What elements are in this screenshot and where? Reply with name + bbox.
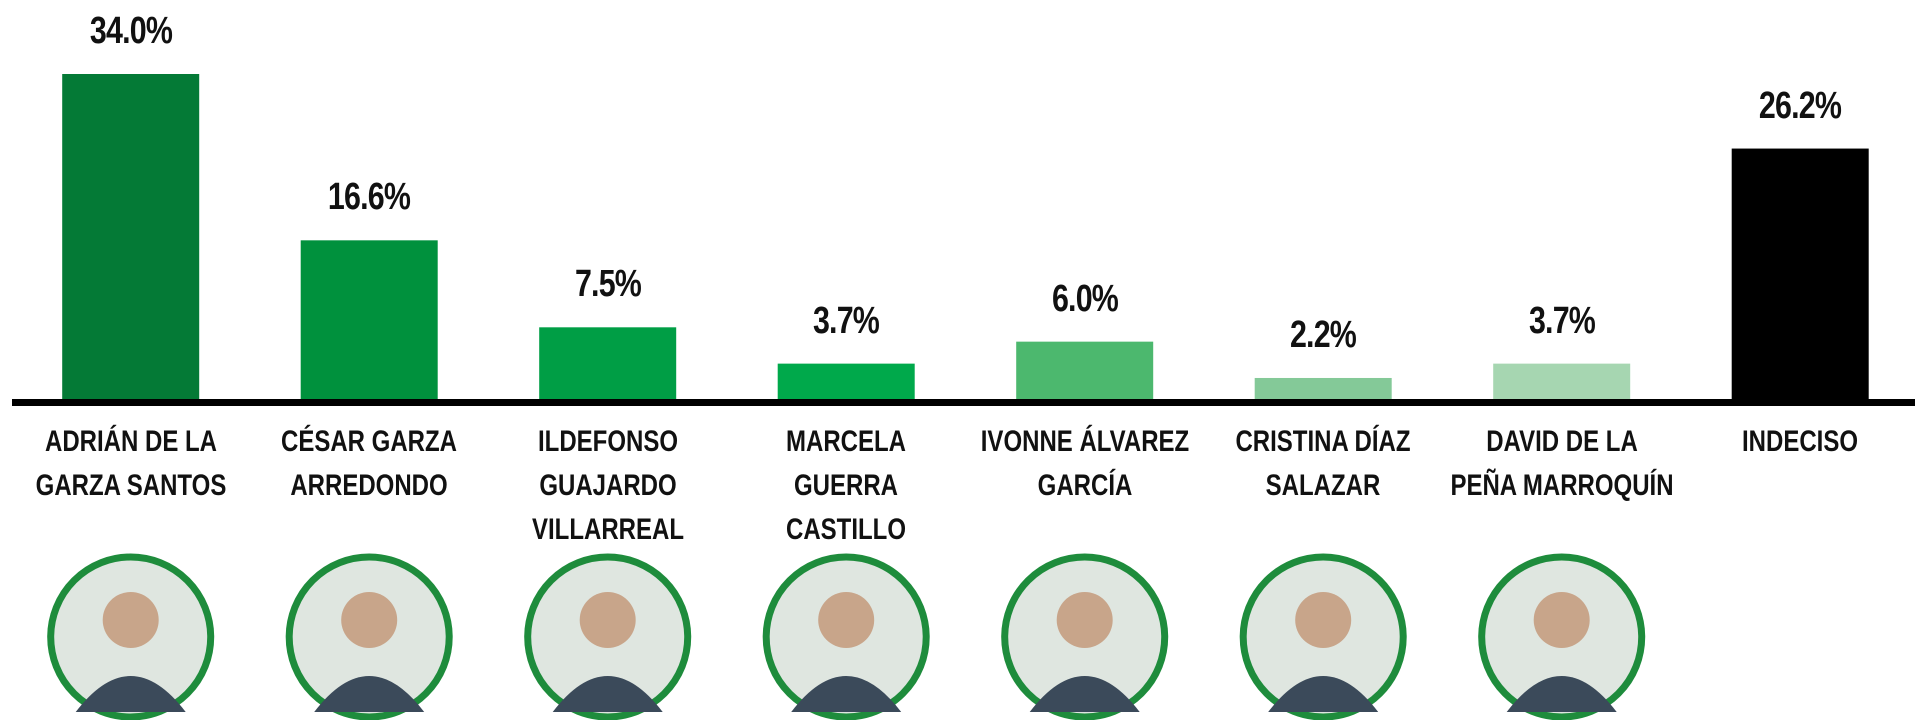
value-label: 3.7% [1528, 299, 1596, 342]
bar [1493, 363, 1631, 399]
bar [62, 74, 200, 399]
baseline [12, 399, 1915, 406]
photo-body [791, 676, 902, 712]
bar [300, 240, 438, 399]
photo-head [341, 592, 398, 648]
photo-body [1268, 676, 1379, 712]
bar [1731, 148, 1869, 399]
category-label: MARCELA GUERRA CASTILLO [786, 425, 907, 546]
value-label: 6.0% [1051, 277, 1119, 320]
bar [777, 363, 915, 399]
photo-head [1295, 592, 1352, 648]
photo-body [75, 676, 186, 712]
photo-body [552, 676, 663, 712]
category-label: INDECISO [1742, 425, 1859, 458]
category-label: DAVID DE LA PEÑA MARROQUÍN [1450, 425, 1674, 502]
value-label: 34.0% [89, 10, 173, 52]
photo-body [1506, 676, 1617, 712]
value-label: 16.6% [328, 176, 411, 219]
category-label: IVONNE ÁLVAREZ GARCÍA [980, 425, 1189, 502]
category-label: ADRIÁN DE LA GARZA SANTOS [35, 425, 227, 502]
photo-head [818, 592, 875, 648]
photo-head [102, 592, 159, 648]
value-label: 3.7% [813, 299, 880, 342]
bar [1016, 341, 1154, 399]
photo-body [314, 676, 425, 712]
value-label: 2.2% [1290, 313, 1357, 356]
value-label: 7.5% [574, 263, 642, 306]
category-label: ILDEFONSO GUAJARDO VILLARREAL [531, 425, 684, 546]
bar [1254, 377, 1392, 399]
bar [539, 327, 677, 399]
photo-body [1029, 676, 1140, 712]
photo-head [1533, 592, 1590, 648]
category-label: CRISTINA DÍAZ SALAZAR [1235, 425, 1411, 502]
category-label: CÉSAR GARZA ARREDONDO [281, 425, 458, 502]
value-label: 26.2% [1759, 84, 1842, 127]
photo-head [1056, 592, 1113, 648]
photo-head [579, 592, 636, 648]
